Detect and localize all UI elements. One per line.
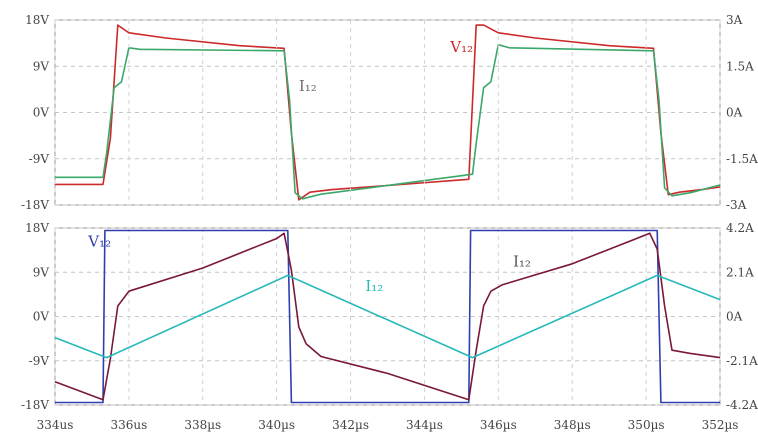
x-tick-label: 334us [37, 418, 74, 432]
right-tick-label: -4.2A [726, 398, 758, 412]
panel-top: 18V 9V 0V -9V -18V 3A 1.5A 0A -1.5A -3A V₁₂ I₁₂ [21, 13, 758, 212]
series-annotation: I₁₂ [513, 252, 531, 270]
x-tick-label: 344µs [406, 418, 443, 432]
series-line-bottom-1 [54, 232, 721, 401]
left-tick-label: 9V [33, 265, 50, 279]
x-tick-label: 342µs [332, 418, 369, 432]
series-line-bottom-0 [55, 229, 720, 404]
right-tick-label: 0A [726, 310, 743, 324]
left-tick-label: 0V [33, 106, 50, 120]
left-tick-label: -18V [21, 198, 49, 212]
series-annotation: I₁₂ [365, 277, 383, 295]
right-tick-label: 2.1A [726, 265, 754, 279]
series-line-top-1 [55, 43, 721, 200]
x-tick-label: 352µs [702, 418, 739, 432]
right-tick-label: 0A [726, 106, 743, 120]
series-line-bottom-2 [54, 274, 721, 359]
right-tick-label: -1.5A [726, 152, 758, 166]
x-tick-label: 350µs [628, 418, 665, 432]
left-tick-label: -9V [29, 152, 50, 166]
series-annotation: V₁₂ [449, 38, 473, 56]
series-annotation: V₁₂ [87, 233, 111, 251]
right-tick-label: -2.1A [726, 354, 758, 368]
right-tick-label: 1.5A [726, 59, 754, 73]
panel-bottom: 18V 9V 0V -9V -18V 4.2A 2.1A 0A -2.1A -4.2A 334us 3… [21, 20, 758, 432]
right-tick-label: 4.2A [726, 221, 754, 235]
right-tick-label: 3A [726, 13, 743, 27]
x-tick-label: 338µs [184, 418, 221, 432]
x-tick-label: 336us [110, 418, 147, 432]
left-tick-label: 0V [33, 310, 50, 324]
left-tick-label: -18V [21, 398, 49, 412]
left-tick-label: 18V [25, 13, 49, 27]
right-tick-label: -3A [726, 198, 747, 212]
left-tick-label: 9V [33, 59, 50, 73]
left-tick-label: 18V [25, 221, 49, 235]
x-tick-label: 340µs [258, 418, 295, 432]
x-tick-label: 346µs [480, 418, 517, 432]
x-tick-label: 348µs [554, 418, 591, 432]
left-tick-label: -9V [29, 354, 50, 368]
series-annotation: I₁₂ [299, 77, 317, 95]
